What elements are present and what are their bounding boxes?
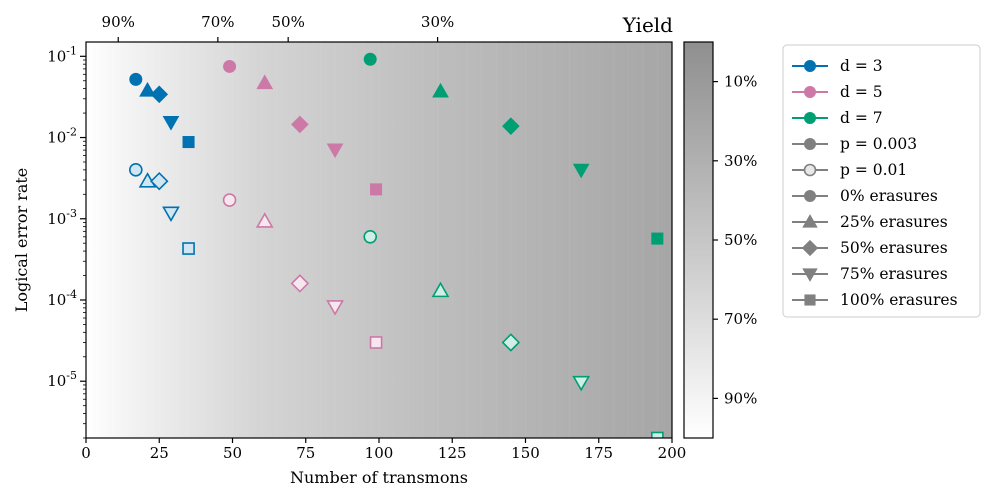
y-tick-exponent: -2 [66,126,77,139]
legend-marker-circle [804,112,816,124]
legend-label: 75% erasures [840,265,948,283]
legend-box [782,44,981,318]
y-tick-exponent: -3 [66,207,77,220]
y-tick-exponent: -4 [66,288,77,301]
data-point-square [182,242,195,255]
y-tick-label: 10-2 [47,126,77,147]
legend-label: p = 0.003 [840,135,917,153]
data-point-square [369,336,383,349]
data-point-circle [129,163,143,177]
y-tick-label: 10-5 [47,369,77,390]
colorbar-title: Yield [622,13,673,37]
data-point-circle [223,59,237,73]
legend-label: 50% erasures [840,239,948,257]
colorbar-axis: 10% 30% 50% 70% 90% [713,73,757,407]
x-tick-label: 25 [150,444,169,462]
legend-label: p = 0.01 [840,161,907,179]
data-point-triangle-up [256,74,274,90]
data-point-square [651,431,664,438]
data-point-triangle-down [572,375,591,392]
y-axis: 10-1 10-2 10-3 10-4 10-5 [47,44,86,439]
colorbar-tick-label: 10% [724,73,757,91]
yield-grid-lines [100,42,658,438]
y-tick-label: 10-1 [47,44,77,65]
data-point-triangle-down [162,206,180,223]
y-tick-label: 10-4 [47,288,77,309]
data-point-diamond [501,333,521,352]
data-point-circle [129,72,143,86]
data-point-square [370,183,383,196]
legend-label: d = 5 [840,83,883,101]
y-tick-exponent: -1 [66,44,77,57]
legend-marker-triangle-down [802,268,818,282]
data-markers [129,52,664,438]
legend-marker-circle [804,86,816,98]
colorbar-tick-label: 90% [724,389,757,407]
x-tick-label: 150 [511,444,540,462]
y-tick-exponent: -5 [66,369,77,382]
data-point-square [651,232,664,245]
data-point-diamond [150,171,169,191]
legend-marker-circle [804,60,816,72]
colorbar-tick-label: 30% [724,152,757,170]
y-tick-label: 10-3 [47,207,77,228]
legend-marker-square [804,294,816,306]
top-tick-label: 30% [421,13,454,31]
data-point-square [182,136,195,149]
x-tick-label: 100 [365,444,394,462]
data-point-circle [222,193,237,207]
data-point-triangle-up [432,82,449,98]
colorbar [683,41,714,439]
x-tick-label: 125 [438,444,467,462]
top-tick-label: 90% [102,13,135,31]
legend: d = 3 d = 5 d = 7 p = 0.003 p = 0.01 0% erasu… [792,57,958,309]
data-point-triangle-up [139,81,156,97]
legend-label: d = 3 [840,57,883,75]
top-tick-label: 50% [271,13,304,31]
top-yield-axis: 90% 70% 50% 30% [102,13,454,42]
data-point-triangle-down [572,163,590,179]
legend-label: 0% erasures [840,187,938,205]
colorbar-tick-label: 70% [724,310,757,328]
data-point-triangle-up [255,212,274,228]
legend-marker-circle [804,190,816,202]
x-tick-label: 50 [223,444,242,462]
legend-label: 100% erasures [840,291,958,309]
top-tick-label: 70% [201,13,234,31]
x-tick-label: 175 [584,444,613,462]
data-point-diamond [150,85,169,104]
legend-marker-diamond [801,239,819,257]
x-axis-label: Number of transmons [290,468,468,487]
x-tick-label: 200 [658,444,687,462]
data-point-triangle-down [326,300,344,316]
legend-label: d = 7 [840,109,883,127]
plot-background [86,42,672,438]
data-point-triangle-down [326,143,344,159]
data-point-circle [363,229,378,244]
data-point-triangle-up [431,281,450,298]
data-point-diamond [502,117,520,135]
data-point-diamond [290,274,310,293]
legend-marker-circle [803,163,817,177]
x-tick-label: 75 [296,444,315,462]
data-point-diamond [291,115,309,134]
y-axis-label: Logical error rate [12,168,31,313]
legend-marker-triangle-up [802,214,818,228]
data-point-circle [363,52,377,66]
legend-marker-circle [804,138,816,150]
x-tick-label: 0 [81,444,91,462]
legend-label: 25% erasures [840,213,948,231]
colorbar-tick-label: 50% [724,231,757,249]
data-point-triangle-down [162,115,180,131]
x-axis: 0 25 50 75 100 125 150 175 200 [81,438,686,462]
